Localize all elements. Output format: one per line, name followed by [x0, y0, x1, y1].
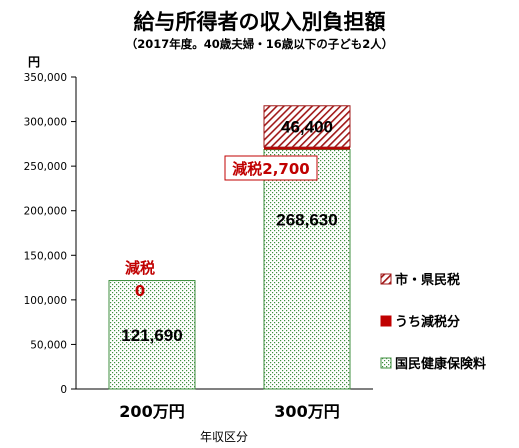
y-axis-label: 円 — [28, 55, 40, 69]
bar-kokuho — [263, 149, 351, 390]
y-tick-label: 100,000 — [24, 295, 67, 307]
y-tick-label: 300,000 — [24, 117, 67, 129]
legend-label: うち減税分 — [395, 314, 460, 330]
annotation-genzei-2700: 減税2,700 — [232, 160, 309, 178]
chart-subtitle: （2017年度。40歳夫婦・16歳以下の子ども2人） — [125, 37, 394, 51]
chart-title: 給与所得者の収入別負担額 — [133, 10, 386, 34]
y-tick-label: 150,000 — [24, 250, 67, 262]
y-tick-label: 50,000 — [30, 339, 67, 351]
legend-swatch — [380, 273, 392, 285]
annotation-box — [224, 155, 318, 181]
data-label: 46,400 — [281, 117, 333, 136]
bar-kokuho — [108, 280, 196, 390]
x-tick-label: 300万円 — [274, 402, 339, 421]
legend-label: 国民健康保険料 — [395, 356, 486, 372]
x-axis-label: 年収区分 — [200, 430, 248, 444]
annotation-genzei-value: 0 — [135, 282, 145, 300]
legend-label: 市・県民税 — [395, 272, 460, 288]
bar-genzei — [264, 147, 350, 150]
data-label: 121,690 — [121, 326, 182, 345]
y-tick-label: 350,000 — [24, 72, 67, 84]
y-tick-label: 250,000 — [24, 161, 67, 173]
y-tick-label: 0 — [60, 384, 67, 396]
y-tick-label: 200,000 — [24, 206, 67, 218]
legend-swatch — [380, 315, 392, 327]
bar-shikenmin — [263, 105, 351, 148]
data-label: 268,630 — [276, 211, 337, 230]
x-tick-label: 200万円 — [119, 402, 184, 421]
annotation-genzei-label: 減税 — [125, 259, 155, 277]
legend-swatch — [380, 357, 392, 369]
